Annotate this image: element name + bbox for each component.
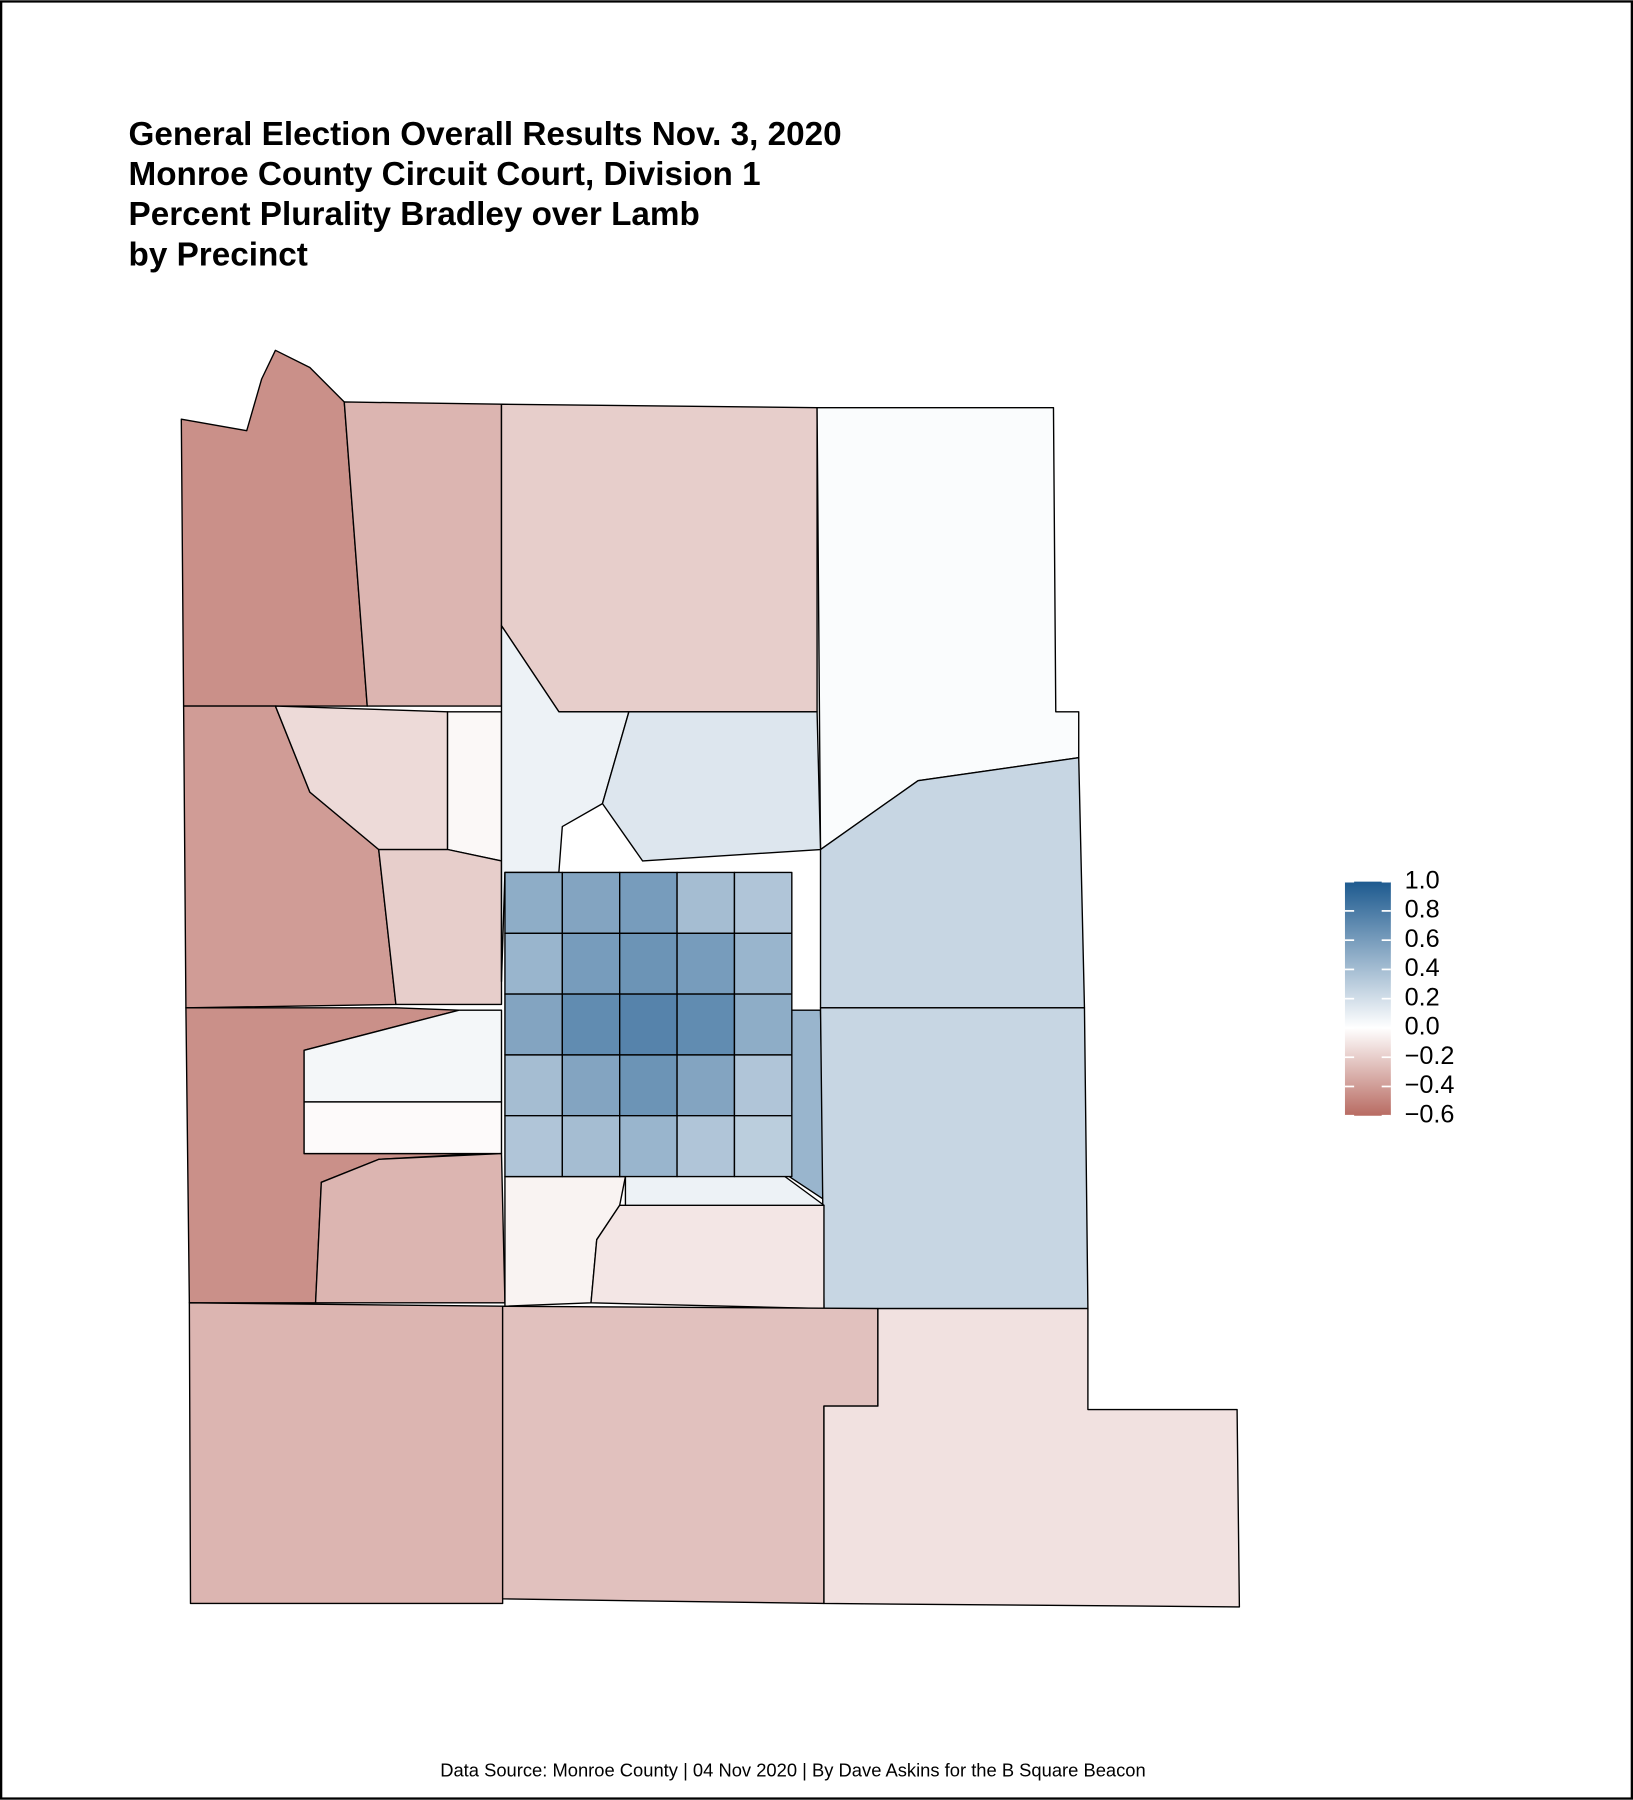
precinct xyxy=(314,1152,506,1304)
title-line: Percent Plurality Bradley over Lamb xyxy=(129,196,700,233)
precinct xyxy=(619,871,678,934)
precinct xyxy=(501,1305,879,1605)
precinct xyxy=(303,1009,503,1103)
precinct xyxy=(676,932,736,995)
precinct xyxy=(676,871,736,934)
legend: 1.00.80.60.40.20.0−0.2−0.4−0.6 xyxy=(1344,866,1455,1128)
precinct xyxy=(676,1115,736,1178)
precinct xyxy=(561,1054,621,1117)
tick-label: 0.6 xyxy=(1405,925,1440,953)
precinct xyxy=(619,932,678,995)
title-line: by Precinct xyxy=(129,236,308,273)
tick-label: 0.0 xyxy=(1405,1013,1440,1041)
precinct xyxy=(590,1204,825,1310)
precinct xyxy=(504,1115,564,1178)
tick-label: −0.4 xyxy=(1405,1071,1455,1099)
precinct xyxy=(561,993,621,1056)
precinct xyxy=(561,871,621,934)
precinct xyxy=(823,1307,1241,1608)
precinct xyxy=(733,993,793,1056)
precinct xyxy=(378,848,503,1006)
precinct xyxy=(676,993,736,1056)
tick-label: 0.8 xyxy=(1405,896,1440,924)
precinct xyxy=(733,1115,793,1178)
precinct xyxy=(619,1115,678,1178)
tick-label: −0.2 xyxy=(1405,1042,1455,1070)
precinct xyxy=(504,932,564,995)
precinct xyxy=(619,993,678,1056)
precinct xyxy=(343,401,503,707)
tick-label: −0.6 xyxy=(1405,1100,1455,1128)
title-line: General Election Overall Results Nov. 3,… xyxy=(129,116,842,153)
precinct xyxy=(819,1007,1089,1310)
title-line: Monroe County Circuit Court, Division 1 xyxy=(129,156,761,193)
precinct xyxy=(733,1054,793,1117)
tick-label: 1.0 xyxy=(1405,866,1440,894)
precinct xyxy=(733,871,793,934)
precinct xyxy=(601,711,822,862)
precinct xyxy=(303,1101,503,1155)
precinct xyxy=(504,993,564,1056)
precinct xyxy=(561,932,621,995)
precinct xyxy=(504,1054,564,1117)
precinct xyxy=(446,711,503,862)
precinct xyxy=(500,403,818,713)
precinct xyxy=(733,932,793,995)
tick-label: 0.2 xyxy=(1405,983,1440,1011)
precincts xyxy=(180,349,1241,1608)
precinct xyxy=(500,625,630,983)
precinct xyxy=(504,871,564,934)
precinct xyxy=(561,1115,621,1178)
precinct xyxy=(619,1054,678,1117)
precinct xyxy=(676,1054,736,1117)
precinct xyxy=(188,1302,504,1605)
precinct xyxy=(819,757,1086,1009)
caption: Data Source: Monroe County | 04 Nov 2020… xyxy=(440,1760,1146,1781)
tick-label: 0.4 xyxy=(1405,954,1440,982)
